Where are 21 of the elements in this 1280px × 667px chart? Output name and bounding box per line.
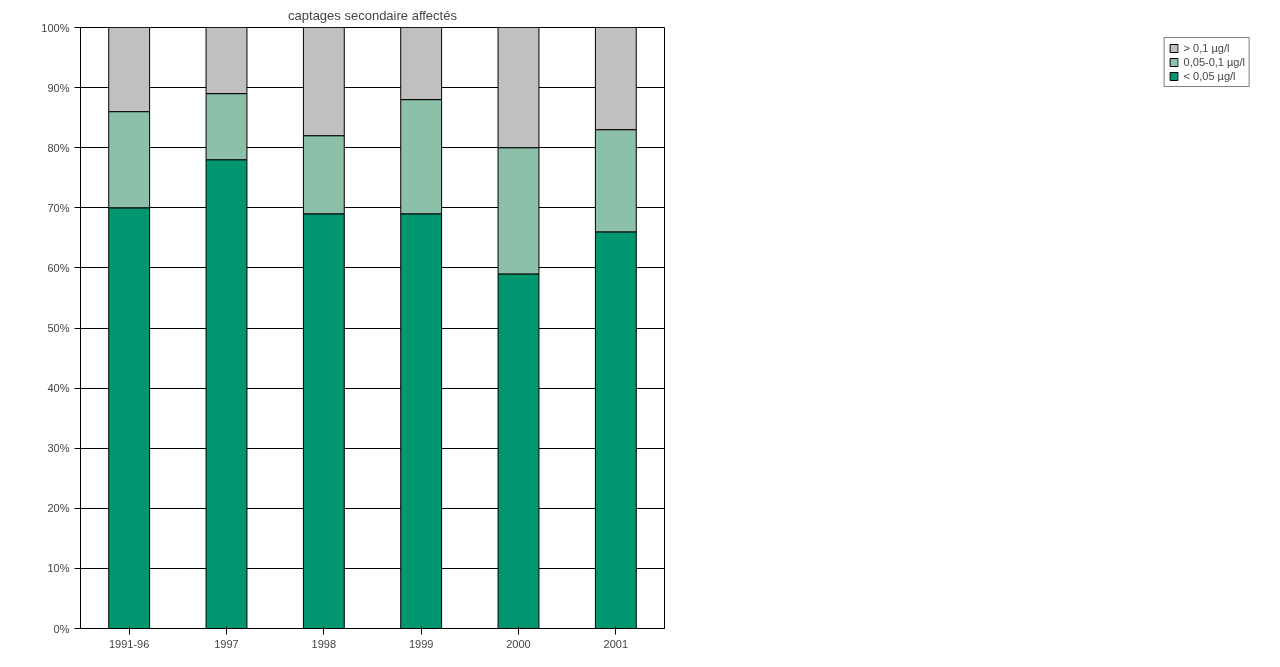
y-tick-label: 90% <box>47 81 70 94</box>
x-tick-label: 1991-96 <box>108 637 150 650</box>
y-tick-label: 50% <box>47 322 70 334</box>
y-tick-label: 100% <box>41 21 70 34</box>
legend-label: < 0,05 µg/l <box>1183 70 1236 82</box>
y-tick-label: 0% <box>53 622 70 635</box>
x-tick-label: 2000 <box>506 637 531 650</box>
y-tick-label: 10% <box>47 562 70 575</box>
y-tick-label: 30% <box>47 442 70 455</box>
y-tick-label: 60% <box>47 261 70 274</box>
x-tick-label: 1998 <box>311 637 337 650</box>
x-tick-label: 2001 <box>603 637 629 650</box>
legend-label: > 0,1 µg/l <box>1183 42 1230 54</box>
y-tick-label: 80% <box>47 141 70 154</box>
y-tick-label: 40% <box>47 382 70 395</box>
x-tick-label: 1997 <box>214 637 239 650</box>
chart-title: captages secondaire affectés <box>288 7 458 23</box>
y-tick-label: 20% <box>47 502 70 515</box>
legend-label: 0,05-0,1 µg/l <box>1183 56 1245 68</box>
y-tick-label: 70% <box>47 201 70 214</box>
x-tick-label: 1999 <box>408 637 434 650</box>
